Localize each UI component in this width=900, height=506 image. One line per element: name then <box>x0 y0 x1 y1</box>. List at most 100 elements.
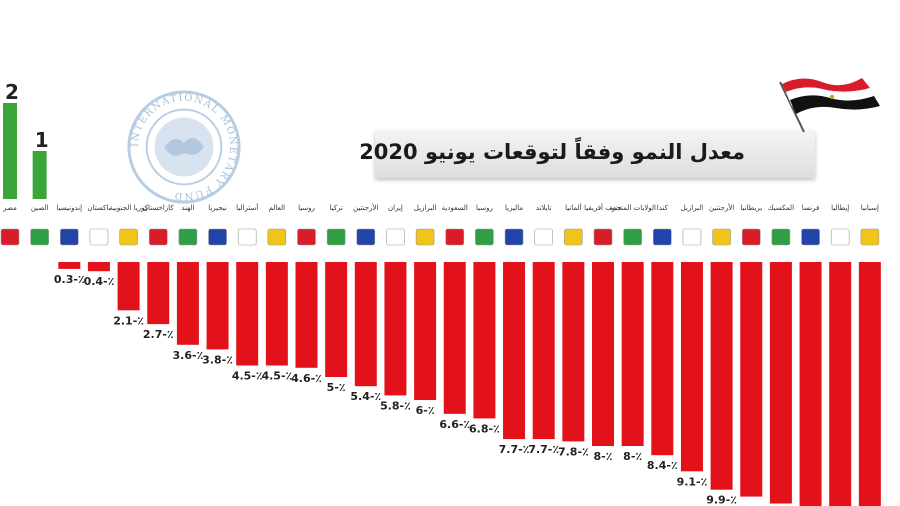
category-label: البرازيل <box>681 204 704 212</box>
bar-group: كندا 8.4-٪ <box>647 204 678 472</box>
bar <box>592 262 614 446</box>
country-flag-icon <box>771 228 791 246</box>
bar <box>295 262 318 368</box>
country-flag-icon <box>741 228 761 246</box>
bar <box>829 262 852 506</box>
bar-group: الأرجنتين 5.4-٪ <box>350 203 381 403</box>
category-label: العالم <box>269 204 285 212</box>
imf-seal-logo: INTERNATIONAL MONETARY FUND <box>127 90 241 204</box>
bar <box>621 262 644 446</box>
bar-group: إندونيسيا 0.3-٪ <box>54 204 85 286</box>
category-label: روسيا <box>476 204 493 212</box>
bar-group: تايلاند 7.7-٪ <box>528 204 559 456</box>
country-flag-icon <box>0 228 20 246</box>
data-label: 6.6-٪ <box>439 418 470 431</box>
bar <box>176 262 199 345</box>
bar-group: أستراليا 4.5-٪ <box>232 203 263 383</box>
bar-group: نيجيريا 3.8-٪ <box>202 204 233 366</box>
category-label: الأرجنتين <box>709 203 734 212</box>
data-label: 9.1-٪ <box>677 475 708 488</box>
bar <box>443 262 466 414</box>
country-flag-icon <box>326 228 346 246</box>
bar <box>503 262 526 440</box>
bar <box>3 103 17 199</box>
country-flag-icon <box>623 228 642 246</box>
country-flag-icon <box>415 228 435 246</box>
country-flag-icon <box>356 228 376 246</box>
bar <box>740 262 763 497</box>
category-label: البرازيل <box>414 204 437 212</box>
bar-group: بريطانيا <box>740 204 763 497</box>
country-flag-icon <box>237 228 257 246</box>
bar-group: الصين 1 <box>30 128 49 246</box>
bar-group: مصر 2 <box>0 80 20 246</box>
data-label: 5.4-٪ <box>350 390 381 403</box>
data-label: 0.4-٪ <box>84 275 115 288</box>
data-label: 2.1-٪ <box>113 314 144 327</box>
country-flag-icon <box>682 228 702 246</box>
data-label: 8.4-٪ <box>647 459 678 472</box>
data-label: 9.9-٪ <box>706 494 737 506</box>
category-label: المكسيك <box>768 204 794 212</box>
data-label: 7.8-٪ <box>558 445 589 458</box>
bar <box>473 262 496 419</box>
category-label: الهند <box>181 204 194 212</box>
bar <box>769 262 792 504</box>
data-label: 1 <box>35 128 49 152</box>
country-flag-icon <box>504 228 524 246</box>
category-label: فرنسا <box>802 204 820 212</box>
category-label: السعودية <box>442 204 468 212</box>
category-label: ألمانيا <box>565 203 582 212</box>
country-flag-icon <box>830 228 850 246</box>
bar-group: كازاخستان 2.7-٪ <box>143 204 174 341</box>
bar <box>206 262 229 350</box>
category-label: كوريا الجنوبية <box>109 204 148 212</box>
bar-group: السعودية 6.6-٪ <box>439 204 470 431</box>
bar-group: الولايات المتحدة 8-٪ <box>609 204 656 463</box>
category-label: الأرجنتين <box>353 203 378 212</box>
bar-group: جنوب أفريقيا 8-٪ <box>584 203 622 463</box>
category-label: أستراليا <box>236 203 258 212</box>
data-label: 2 <box>5 80 19 104</box>
data-label: 8-٪ <box>594 450 613 463</box>
bar <box>710 262 733 490</box>
country-flag-icon <box>119 228 138 246</box>
data-label: 4.5-٪ <box>232 370 263 383</box>
bar-group: الهند 3.6-٪ <box>173 204 204 362</box>
category-label: إيطاليا <box>831 204 849 212</box>
data-label: 7.7-٪ <box>528 443 559 456</box>
bar-group: روسيا 6.8-٪ <box>469 204 500 435</box>
country-flag-icon <box>801 228 820 246</box>
bar-group: البرازيل 6-٪ <box>414 204 437 417</box>
data-label: 8-٪ <box>623 450 642 463</box>
category-label: ماليزيا <box>505 204 523 212</box>
category-label: كازاخستان <box>143 204 174 212</box>
bar-group: تركيا 5-٪ <box>325 204 348 394</box>
data-label: 2.7-٪ <box>143 328 174 341</box>
country-flag-icon <box>475 228 494 246</box>
bar <box>651 262 674 456</box>
category-label: باكستان <box>87 204 110 212</box>
bar-group: إسبانيا <box>858 204 881 506</box>
category-label: مصر <box>2 204 17 212</box>
country-flag-icon <box>59 228 79 246</box>
country-flag-icon <box>564 228 583 246</box>
bar-group: كوريا الجنوبية 2.1-٪ <box>109 204 148 327</box>
data-label: 6.8-٪ <box>469 422 500 435</box>
category-label: الصين <box>31 204 49 212</box>
bar <box>58 262 81 269</box>
bar <box>117 262 140 311</box>
country-flag-icon <box>534 228 554 246</box>
data-label: 3.6-٪ <box>173 349 204 362</box>
category-label: الولايات المتحدة <box>609 204 656 212</box>
bar <box>32 151 47 199</box>
country-flag-icon <box>30 228 49 246</box>
bar-group: فرنسا <box>799 204 822 506</box>
bar <box>147 262 170 325</box>
country-flag-icon <box>712 228 731 246</box>
category-label: روسيا <box>298 204 315 212</box>
bar <box>858 262 881 506</box>
country-flag-icon <box>297 228 316 246</box>
bar-group: ماليزيا 7.7-٪ <box>499 204 530 456</box>
